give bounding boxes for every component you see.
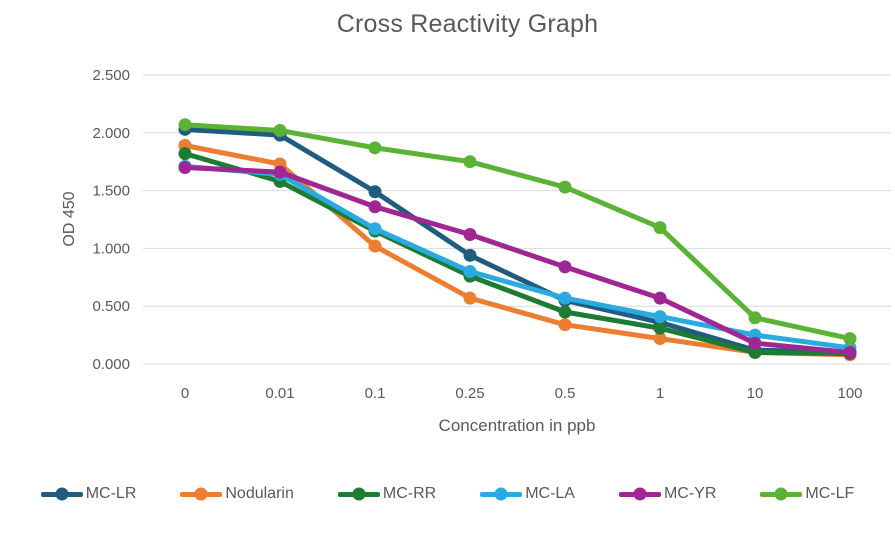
series-marker-MC-LA bbox=[463, 265, 477, 279]
legend-item-MC-RR: MC-RR bbox=[337, 485, 437, 503]
legend-label: Nodularin bbox=[225, 485, 294, 502]
series-marker-MC-LA bbox=[368, 222, 382, 236]
series-line-MC-LA bbox=[182, 163, 853, 351]
legend-item-Nodularin: Nodularin bbox=[180, 485, 294, 503]
x-axis-title: Concentration in ppb bbox=[438, 416, 596, 435]
legend-label: MC-LR bbox=[85, 485, 137, 502]
legend-label: MC-LF bbox=[805, 485, 855, 502]
x-tick-label: 0.5 bbox=[555, 385, 576, 402]
legend-dot-icon bbox=[352, 487, 366, 501]
series-marker-MC-RR bbox=[558, 305, 572, 319]
legend-dot-icon bbox=[633, 487, 647, 501]
series-marker-MC-RR bbox=[653, 321, 667, 335]
series-marker-MC-YR bbox=[843, 345, 857, 359]
series-marker-MC-LF bbox=[653, 221, 667, 235]
legend-line-marker-icon bbox=[40, 487, 83, 501]
series-marker-MC-LF bbox=[558, 180, 572, 194]
series-line-MC-LR bbox=[182, 126, 853, 355]
y-tick-label: 2.500 bbox=[92, 67, 130, 84]
y-tick-label: 0.500 bbox=[92, 298, 130, 315]
series-line-MC-LF bbox=[182, 122, 853, 342]
legend-dot-icon bbox=[774, 487, 788, 501]
legend-item-MC-LA: MC-LA bbox=[480, 485, 575, 503]
series-line-MC-RR bbox=[182, 151, 853, 357]
legend-label: MC-LA bbox=[525, 485, 575, 502]
legend-line-marker-icon bbox=[180, 487, 223, 501]
x-tick-label: 100 bbox=[837, 385, 862, 402]
x-tick-label: 0.01 bbox=[265, 385, 294, 402]
legend-dot-icon bbox=[55, 487, 69, 501]
series-marker-MC-LA bbox=[558, 291, 572, 305]
x-tick-label: 0.25 bbox=[455, 385, 484, 402]
series-marker-MC-LF bbox=[368, 141, 382, 155]
series-marker-MC-YR bbox=[558, 260, 572, 274]
series-marker-MC-RR bbox=[178, 147, 192, 161]
y-axis-title: OD 450 bbox=[61, 191, 78, 247]
legend-item-MC-LF: MC-LF bbox=[760, 485, 854, 503]
series-marker-MC-LF bbox=[463, 155, 477, 169]
series-marker-MC-YR bbox=[368, 200, 382, 214]
legend: MC-LR Nodularin MC-RR MC-LA MC-YR MC-LF bbox=[0, 479, 895, 509]
series-marker-MC-YR bbox=[653, 291, 667, 305]
chart-title: Cross Reactivity Graph bbox=[336, 10, 599, 38]
legend-line-marker-icon bbox=[760, 487, 803, 501]
legend-item-MC-LR: MC-LR bbox=[40, 485, 137, 503]
legend-dot-icon bbox=[194, 487, 208, 501]
legend-line-marker-icon bbox=[337, 487, 380, 501]
series-marker-Nodularin bbox=[463, 291, 477, 305]
series-marker-Nodularin bbox=[653, 332, 667, 346]
legend-dot-icon bbox=[494, 487, 508, 501]
legend-label: MC-YR bbox=[663, 485, 717, 502]
series-marker-Nodularin bbox=[558, 318, 572, 332]
x-tick-label: 1 bbox=[656, 385, 664, 402]
series-marker-MC-LA bbox=[653, 310, 667, 324]
x-tick-label: 0.1 bbox=[365, 385, 386, 402]
legend-line-marker-icon bbox=[618, 487, 661, 501]
legend-label: MC-RR bbox=[382, 485, 437, 502]
series-marker-MC-YR bbox=[273, 165, 287, 179]
series-marker-MC-YR bbox=[463, 228, 477, 242]
series-marker-MC-LF bbox=[178, 118, 192, 132]
series-marker-Nodularin bbox=[368, 239, 382, 253]
x-tick-label: 0 bbox=[181, 385, 189, 402]
x-tick-label: 10 bbox=[747, 385, 764, 402]
series-marker-MC-YR bbox=[748, 336, 762, 350]
series-marker-MC-LR bbox=[463, 248, 477, 262]
legend-line-marker-icon bbox=[480, 487, 523, 501]
legend-item-MC-YR: MC-YR bbox=[618, 485, 717, 503]
series-marker-MC-LF bbox=[273, 123, 287, 137]
y-tick-label: 1.000 bbox=[92, 240, 130, 257]
series-marker-MC-LR bbox=[368, 185, 382, 199]
y-tick-label: 0.000 bbox=[92, 356, 130, 373]
series-line-MC-YR bbox=[182, 164, 853, 355]
series-marker-MC-LF bbox=[748, 311, 762, 325]
series-marker-MC-LF bbox=[843, 332, 857, 346]
y-tick-label: 1.500 bbox=[92, 183, 130, 200]
y-tick-label: 2.000 bbox=[92, 125, 130, 142]
series-marker-MC-RR bbox=[748, 345, 762, 359]
series-marker-MC-YR bbox=[178, 160, 192, 174]
